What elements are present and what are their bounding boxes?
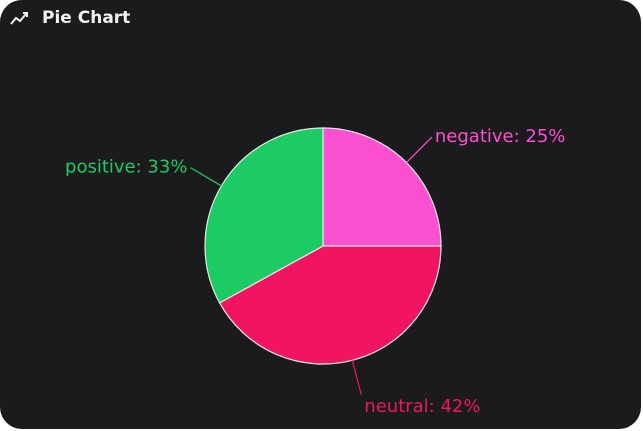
leader-line [351, 360, 362, 396]
slice-label: positive: 33% [65, 157, 187, 178]
pie-slice [218, 245, 442, 365]
header: Pie Chart [10, 8, 130, 28]
leader-line [190, 167, 222, 187]
slice-label: negative: 25% [435, 126, 566, 147]
leader-line [406, 136, 433, 163]
pie-slice [322, 127, 442, 247]
header-title: Pie Chart [42, 8, 131, 28]
pie-slice [204, 127, 324, 304]
chart-icon [10, 12, 28, 25]
slice-label: neutral: 42% [364, 396, 480, 417]
